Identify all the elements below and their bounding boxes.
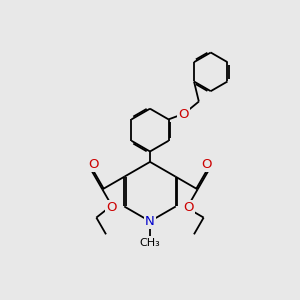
Text: O: O xyxy=(88,158,99,171)
Text: N: N xyxy=(145,215,155,228)
Text: O: O xyxy=(183,201,194,214)
Text: O: O xyxy=(106,201,117,214)
Text: O: O xyxy=(201,158,212,171)
Text: O: O xyxy=(178,107,189,121)
Text: CH₃: CH₃ xyxy=(140,238,160,248)
